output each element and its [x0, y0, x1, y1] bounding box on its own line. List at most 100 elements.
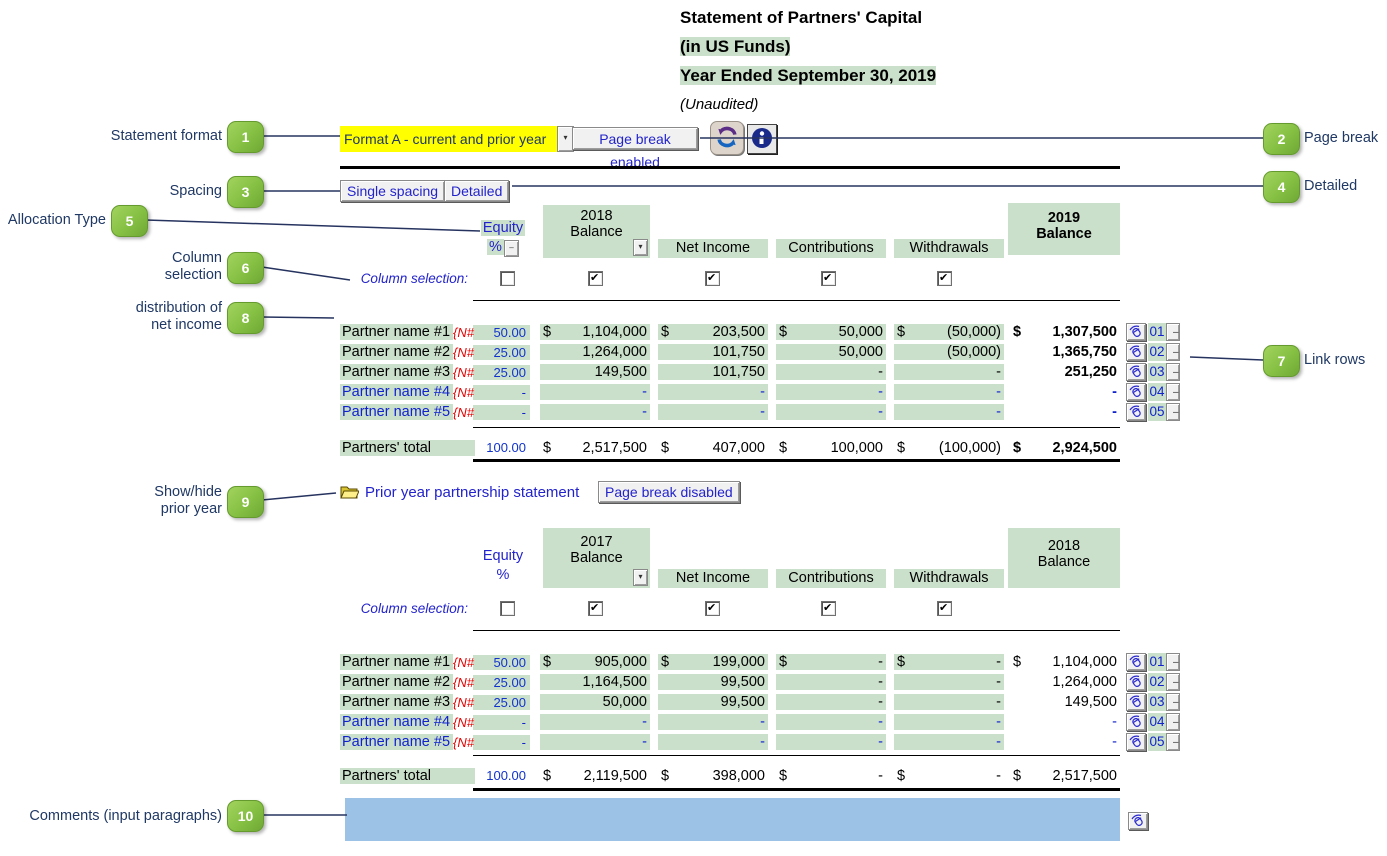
prior-year-statement-link[interactable]: Prior year partnership statement [365, 484, 580, 501]
link-row-number[interactable]: 01 [1148, 323, 1166, 341]
column-checkbox[interactable] [500, 271, 515, 286]
link-row-dropdown-icon[interactable]: – [1166, 713, 1180, 731]
link-row-number[interactable]: 03 [1148, 363, 1166, 381]
net-income-cell[interactable]: $199,000 [658, 654, 768, 670]
link-row-dropdown-icon[interactable]: – [1166, 673, 1180, 691]
withdrawals-cell[interactable]: - [894, 404, 1004, 420]
partner-name-cell[interactable]: Partner name #1 [340, 324, 453, 340]
folder-icon[interactable] [340, 483, 360, 500]
equity-percent-cell[interactable]: 50.00 [473, 324, 530, 340]
partner-name-cell[interactable]: Partner name #4 [340, 714, 453, 730]
net-income-cell[interactable]: 99,500 [658, 674, 768, 690]
link-row-number[interactable]: 02 [1148, 343, 1166, 361]
withdrawals-cell[interactable]: - [894, 714, 1004, 730]
balance-header-dropdown-icon[interactable]: ▾ [633, 239, 648, 256]
net-income-cell[interactable]: - [658, 734, 768, 750]
opening-balance-cell[interactable]: - [540, 714, 650, 730]
contributions-cell[interactable]: - [776, 674, 886, 690]
link-row-dropdown-icon[interactable]: – [1166, 383, 1180, 401]
column-checkbox[interactable] [500, 601, 515, 616]
equity-percent-cell[interactable]: 25.00 [473, 674, 530, 690]
contributions-cell[interactable]: 50,000 [776, 344, 886, 360]
withdrawals-cell[interactable]: - [894, 674, 1004, 690]
partner-name-cell[interactable]: Partner name #3 [340, 364, 453, 380]
net-income-cell[interactable]: - [658, 384, 768, 400]
contributions-cell[interactable]: - [776, 364, 886, 380]
link-icon[interactable] [1126, 403, 1146, 421]
opening-balance-cell[interactable]: 1,164,500 [540, 674, 650, 690]
opening-balance-cell[interactable]: - [540, 404, 650, 420]
link-icon[interactable] [1126, 693, 1146, 711]
link-row-number[interactable]: 04 [1148, 713, 1166, 731]
link-row-dropdown-icon[interactable]: – [1166, 323, 1180, 341]
withdrawals-cell[interactable]: $ - [894, 654, 1004, 670]
opening-balance-column-header-prior[interactable]: 2017 Balance ▾ [543, 528, 650, 588]
equity-percent-cell[interactable]: 50.00 [473, 654, 530, 670]
opening-balance-cell[interactable]: 50,000 [540, 694, 650, 710]
link-icon[interactable] [1126, 673, 1146, 691]
net-income-cell[interactable]: $203,500 [658, 324, 768, 340]
link-row-dropdown-icon[interactable]: – [1166, 653, 1180, 671]
partner-name-cell[interactable]: Partner name #1 [340, 654, 453, 670]
link-row-dropdown-icon[interactable]: – [1166, 693, 1180, 711]
link-row-dropdown-icon[interactable]: – [1166, 403, 1180, 421]
column-checkbox[interactable] [705, 601, 720, 616]
column-checkbox[interactable] [588, 271, 603, 286]
partner-name-cell[interactable]: Partner name #5 [340, 404, 453, 420]
withdrawals-cell[interactable]: (50,000) [894, 344, 1004, 360]
partner-name-cell[interactable]: Partner name #4 [340, 384, 453, 400]
opening-balance-cell[interactable]: 149,500 [540, 364, 650, 380]
link-icon[interactable] [1126, 363, 1146, 381]
link-row-dropdown-icon[interactable]: – [1166, 363, 1180, 381]
link-icon[interactable] [1126, 323, 1146, 341]
column-checkbox[interactable] [937, 271, 952, 286]
statement-format-dropdown[interactable]: Format A - current and prior year [340, 126, 560, 152]
contributions-cell[interactable]: - [776, 384, 886, 400]
link-row-dropdown-icon[interactable]: – [1166, 343, 1180, 361]
single-spacing-button[interactable]: Single spacing [340, 180, 446, 202]
net-income-cell[interactable]: - [658, 404, 768, 420]
column-checkbox[interactable] [937, 601, 952, 616]
contributions-cell[interactable]: $50,000 [776, 324, 886, 340]
link-row-number[interactable]: 02 [1148, 673, 1166, 691]
withdrawals-cell[interactable]: - [894, 734, 1004, 750]
link-icon[interactable] [1126, 653, 1146, 671]
opening-balance-column-header[interactable]: 2018 Balance ▾ [543, 205, 650, 258]
withdrawals-cell[interactable]: - [894, 694, 1004, 710]
equity-percent-cell[interactable]: - [473, 714, 530, 730]
equity-percent-cell[interactable]: 25.00 [473, 694, 530, 710]
equity-percent-cell[interactable]: 25.00 [473, 344, 530, 360]
link-row-number[interactable]: 05 [1148, 403, 1166, 421]
equity-header-dropdown-icon[interactable]: – [503, 240, 519, 257]
contributions-cell[interactable]: - [776, 694, 886, 710]
equity-percent-cell[interactable]: - [473, 734, 530, 750]
equity-percent-cell[interactable]: 25.00 [473, 364, 530, 380]
contributions-cell[interactable]: - [776, 404, 886, 420]
net-income-cell[interactable]: 99,500 [658, 694, 768, 710]
net-income-cell[interactable]: - [658, 714, 768, 730]
link-icon[interactable] [1126, 713, 1146, 731]
column-checkbox[interactable] [705, 271, 720, 286]
contributions-cell[interactable]: $ - [776, 654, 886, 670]
withdrawals-cell[interactable]: - [894, 384, 1004, 400]
equity-column-header[interactable]: Equity % – [480, 220, 526, 257]
withdrawals-cell[interactable]: - [894, 364, 1004, 380]
link-row-number[interactable]: 03 [1148, 693, 1166, 711]
link-icon[interactable] [1126, 343, 1146, 361]
contributions-cell[interactable]: - [776, 734, 886, 750]
link-row-dropdown-icon[interactable]: – [1166, 733, 1180, 751]
opening-balance-cell[interactable]: 1,264,000 [540, 344, 650, 360]
net-income-cell[interactable]: 101,750 [658, 344, 768, 360]
partner-name-cell[interactable]: Partner name #2 [340, 344, 453, 360]
column-checkbox[interactable] [821, 271, 836, 286]
opening-balance-cell[interactable]: $1,104,000 [540, 324, 650, 340]
opening-balance-cell[interactable]: $905,000 [540, 654, 650, 670]
equity-percent-cell[interactable]: - [473, 384, 530, 400]
partner-name-cell[interactable]: Partner name #3 [340, 694, 453, 710]
detailed-button[interactable]: Detailed [444, 180, 510, 202]
link-icon[interactable] [1126, 733, 1146, 751]
column-checkbox[interactable] [821, 601, 836, 616]
equity-percent-cell[interactable]: - [473, 404, 530, 420]
balance-header-dropdown-icon[interactable]: ▾ [633, 569, 648, 586]
opening-balance-cell[interactable]: - [540, 384, 650, 400]
